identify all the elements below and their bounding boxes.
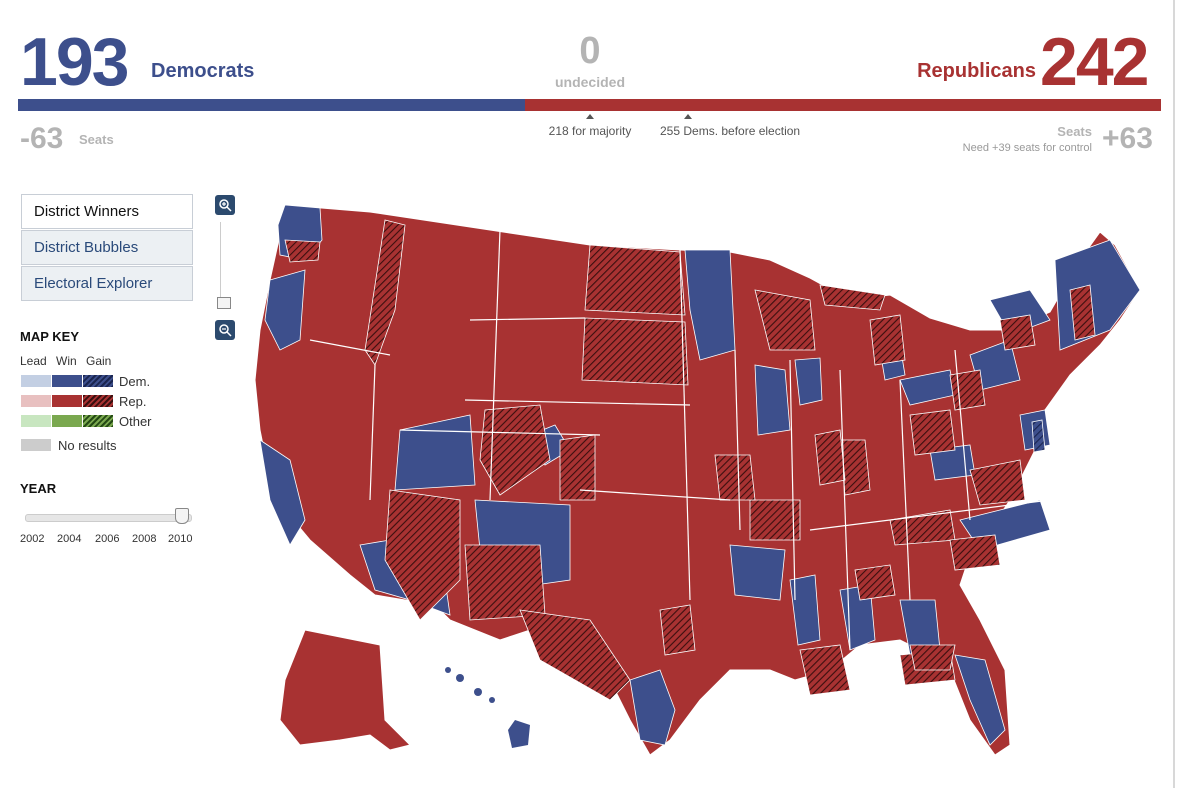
year-tick-2002: 2002 (20, 533, 45, 545)
arizona (384, 489, 461, 621)
oregon-coast (264, 269, 306, 351)
year-tick-2006: 2006 (95, 533, 120, 545)
tab-electoral-explorer[interactable]: Electoral Explorer (21, 266, 193, 301)
minnesota (684, 249, 736, 361)
virginia (969, 459, 1026, 506)
key-other-gain (83, 415, 113, 427)
key-rep-gain (83, 395, 113, 407)
dem-seat-count: 193 (20, 24, 129, 100)
zoom-out-icon[interactable] (215, 320, 235, 340)
hawaii (445, 667, 530, 748)
ohio-south (909, 409, 956, 456)
year-slider-handle[interactable] (175, 508, 189, 524)
alaska (279, 629, 411, 751)
mississippi-south (799, 644, 851, 696)
wisconsin (754, 289, 816, 351)
arkansas-area (729, 544, 786, 601)
zoom-slider-track[interactable] (220, 222, 231, 308)
utah-east (394, 414, 476, 491)
idaho-north (364, 219, 406, 366)
key-rep-label: Rep. (119, 394, 147, 409)
year-tick-2004: 2004 (57, 533, 82, 545)
rep-control-note: Need +39 seats for control (962, 142, 1092, 154)
colorado-west (479, 404, 551, 496)
key-no-results (21, 439, 51, 451)
dem-label: Democrats (151, 60, 255, 82)
key-dem-win (52, 375, 82, 387)
key-other-lead (21, 415, 51, 427)
year-title: YEAR (20, 481, 57, 496)
illinois-chicago (794, 357, 823, 406)
before-election-marker (684, 114, 692, 119)
before-election-label: 255 Dems. before election (660, 124, 801, 138)
rep-seat-count: 242 (1040, 24, 1149, 100)
seat-bar (18, 99, 1161, 111)
key-dem-label: Dem. (119, 374, 151, 389)
rep-seat-change-unit: Seats (1057, 124, 1092, 139)
south-dakota (581, 317, 689, 386)
seat-bar-dem (18, 99, 525, 111)
zoom-slider-handle[interactable] (217, 297, 231, 309)
colorado-east (559, 434, 596, 501)
dem-seat-change: -63 (20, 122, 64, 155)
us-district-map[interactable] (210, 200, 1170, 760)
undecided-label: undecided (554, 74, 625, 90)
key-col-gain: Gain (86, 354, 112, 368)
pennsylvania-west (949, 369, 986, 411)
tab-district-bubbles[interactable]: District Bubbles (21, 230, 193, 265)
key-col-lead: Lead (20, 354, 47, 368)
key-other-label: Other (119, 414, 152, 429)
year-slider-track[interactable] (25, 514, 192, 522)
south-carolina (949, 534, 1001, 571)
mississippi-delta (789, 574, 821, 646)
florida-panhandle (909, 644, 956, 671)
state-borders (309, 229, 1051, 651)
rep-gain-districts (284, 219, 1096, 701)
key-dem-gain (83, 375, 113, 387)
majority-marker (586, 114, 594, 119)
texas-east (659, 604, 696, 656)
arkansas-north (749, 499, 801, 541)
new-hampshire (1069, 284, 1096, 341)
new-york-upstate (999, 314, 1036, 351)
map-key-title: MAP KEY (20, 329, 79, 344)
rep-seat-change: +63 (1102, 122, 1153, 155)
alabama-north (854, 564, 896, 601)
new-england (1054, 239, 1141, 351)
key-rep-lead (21, 395, 51, 407)
key-no-results-label: No results (58, 438, 117, 453)
tab-district-winners[interactable]: District Winners (21, 194, 193, 229)
key-col-win: Win (56, 354, 77, 368)
key-rep-win (52, 395, 82, 407)
rep-label: Republicans (917, 60, 1036, 82)
majority-label: 218 for majority (548, 124, 632, 138)
dem-seat-change-unit: Seats (79, 132, 114, 147)
year-tick-2008: 2008 (132, 533, 157, 545)
zoom-in-icon[interactable] (215, 195, 235, 215)
texas-west (519, 609, 631, 701)
michigan-west (869, 314, 906, 366)
year-tick-2010: 2010 (168, 533, 193, 545)
seat-bar-rep (525, 99, 1161, 111)
texas-south (629, 669, 676, 746)
delaware-dem-gain (1031, 419, 1046, 453)
key-dem-lead (21, 375, 51, 387)
new-mexico-south (464, 544, 546, 621)
north-dakota (584, 244, 686, 316)
undecided-count: 0 (579, 30, 601, 72)
california-north (259, 439, 306, 546)
iowa-east (754, 364, 791, 436)
michigan-upper (819, 284, 886, 311)
washington-south (284, 239, 321, 263)
missouri-west (714, 454, 756, 501)
key-other-win (52, 415, 82, 427)
illinois-south (814, 429, 846, 486)
florida-south (954, 654, 1006, 746)
